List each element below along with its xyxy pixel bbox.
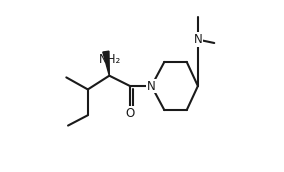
Polygon shape (103, 51, 109, 76)
Text: N: N (193, 33, 202, 46)
Text: NH₂: NH₂ (99, 53, 121, 66)
Text: N: N (147, 79, 156, 93)
Text: O: O (125, 107, 135, 120)
